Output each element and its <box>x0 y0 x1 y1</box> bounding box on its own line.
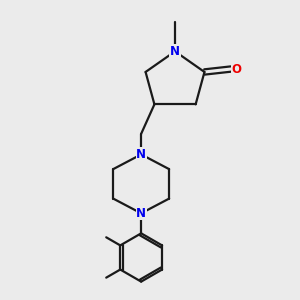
Text: N: N <box>170 45 180 58</box>
Text: N: N <box>136 207 146 220</box>
Text: N: N <box>136 148 146 161</box>
Text: O: O <box>231 62 241 76</box>
